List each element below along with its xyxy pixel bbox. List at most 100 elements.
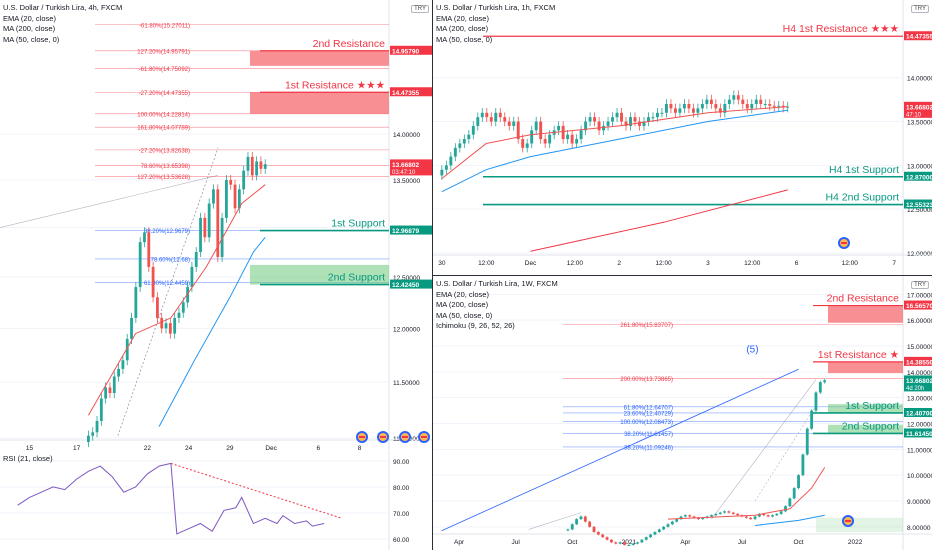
rsi-plot[interactable]: 60.00 70.00 80.00 90.00	[0, 451, 432, 550]
chart-4h-plot[interactable]: 11.0000011.5000012.0000012.5000013.00000…	[0, 0, 432, 450]
candle	[688, 515, 692, 517]
candle	[701, 517, 705, 520]
currency-badge: TRY	[911, 5, 929, 13]
candle	[168, 323, 172, 334]
candle	[750, 104, 754, 109]
candle	[759, 99, 763, 105]
indicator-ema: EMA (20, close)	[436, 289, 489, 299]
ma200-line	[530, 189, 788, 252]
candle	[732, 95, 736, 100]
chart-1h-plot[interactable]: 12.0000012.5000013.0000013.5000014.00000…	[433, 0, 932, 275]
price-label-bg	[904, 199, 932, 209]
ma50-line	[158, 236, 266, 427]
price-label-bg	[904, 31, 932, 41]
candle	[692, 516, 696, 518]
candle	[633, 117, 637, 122]
candle	[662, 526, 666, 530]
candle	[104, 387, 108, 399]
rsi-tick-label: 90.00	[393, 459, 410, 466]
fib-level-label: 38.20%(11.09246)	[624, 445, 673, 451]
rsi-line	[17, 462, 325, 535]
candle	[91, 432, 95, 436]
price-label-countdown: 03:47:10	[392, 170, 416, 176]
price-label-bg	[904, 101, 932, 118]
candle	[687, 104, 691, 109]
price-tick-label: 13.50000	[907, 120, 932, 127]
candle	[181, 302, 185, 313]
candle	[507, 121, 511, 126]
chart-panel-1h[interactable]: 12.0000012.5000013.0000013.5000014.00000…	[433, 0, 932, 275]
price-label: 13.66802	[906, 378, 932, 385]
candle	[679, 516, 683, 520]
candle	[709, 99, 713, 105]
candle	[606, 121, 610, 126]
time-tick-label: 12:00	[744, 260, 761, 267]
price-tick-label: 14.00000	[907, 370, 932, 377]
price-tick-label: 13.50000	[393, 178, 420, 185]
candle	[669, 104, 673, 109]
price-label: 11.61450	[906, 431, 932, 438]
candle	[736, 95, 740, 100]
candle	[216, 189, 220, 257]
candle	[246, 156, 250, 171]
indicator-ma200: MA (200, close)	[436, 24, 489, 33]
candle	[682, 104, 686, 109]
price-tick-label: 12.50000	[393, 275, 420, 282]
rsi-panel[interactable]: 60.00 70.00 80.00 90.00 RSI (21, close)	[0, 451, 432, 550]
ema-line	[87, 184, 266, 416]
candle	[666, 524, 670, 527]
candle	[741, 99, 745, 105]
chart-panel-4h[interactable]: 11.0000011.5000012.0000012.5000013.00000…	[0, 0, 432, 450]
candle	[810, 410, 814, 429]
candle	[112, 376, 116, 393]
candle	[614, 542, 618, 544]
candle	[521, 139, 525, 148]
candle	[638, 121, 641, 126]
candle	[714, 104, 718, 109]
price-label: 12.87000	[906, 174, 932, 181]
indicator-ichimoku: Ichimoku (9, 26, 52, 26)	[436, 321, 515, 330]
fib-level-label: 38.20%(12.9679)	[144, 229, 190, 235]
price-tick-label: 12.00000	[907, 422, 932, 429]
candle	[823, 380, 827, 383]
time-tick-label: 12:00	[478, 260, 495, 267]
candle	[462, 139, 466, 144]
candle	[570, 134, 574, 144]
candle	[786, 106, 790, 108]
candle	[566, 134, 570, 140]
candle	[108, 387, 112, 393]
candle	[636, 542, 639, 544]
candle	[440, 169, 444, 176]
chart-1w-plot[interactable]: 8.00000 9.00000 10.00000 11.00000 12.00000 13…	[433, 276, 932, 550]
candle	[678, 108, 682, 113]
candle	[485, 112, 489, 118]
candle	[784, 506, 787, 512]
level-zone-res	[250, 92, 389, 114]
chart-panel-1w[interactable]: 8.00000 9.00000 10.00000 11.00000 12.00000 13…	[433, 276, 932, 550]
ichimoku-cloud	[815, 517, 903, 532]
candle	[164, 323, 168, 329]
candle	[147, 232, 151, 267]
candle	[675, 519, 679, 522]
time-tick-label: 29	[226, 445, 234, 450]
flag-stripe	[359, 436, 365, 438]
candle	[579, 130, 583, 140]
time-tick-label: 6	[316, 445, 320, 450]
candle	[503, 117, 507, 122]
currency-badge: TRY	[911, 281, 929, 289]
chart-title: U.S. Dollar / Turkish Lira, 1h, FXCM	[436, 3, 556, 12]
candle	[772, 105, 776, 107]
price-label: 12.55323	[906, 202, 932, 209]
price-tick-label: 8.00000	[907, 525, 931, 532]
chart-title: U.S. Dollar / Turkish Lira, 1W, FXCM	[436, 279, 558, 288]
time-tick-label: Jul	[512, 539, 521, 546]
price-label: 12.40700	[906, 410, 932, 417]
candle	[754, 99, 758, 105]
candle	[718, 108, 722, 113]
level-label-sup: 2nd Support	[842, 420, 899, 432]
trend-line	[0, 175, 219, 228]
price-tick-label: 13.00000	[907, 163, 932, 170]
candle	[476, 117, 480, 126]
candle	[534, 121, 538, 131]
time-tick-label: Oct	[567, 539, 577, 546]
